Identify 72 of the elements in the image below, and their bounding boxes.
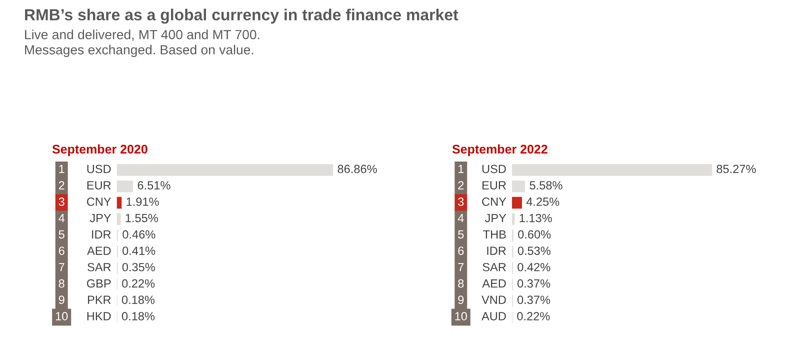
data-label: 85.27% xyxy=(716,164,756,174)
y-tick-label: THB xyxy=(483,230,506,238)
data-label: 0.37% xyxy=(517,279,550,288)
text: 8 xyxy=(58,279,64,288)
bar xyxy=(116,213,121,225)
y-tick-label: IDR xyxy=(487,246,506,255)
text: RMB’s share as a global currency in trade finance market xyxy=(25,8,458,24)
text: 1 xyxy=(458,164,464,174)
data-label: 0.53% xyxy=(518,246,550,255)
text: 3 xyxy=(58,198,64,206)
bar xyxy=(512,164,712,176)
bar xyxy=(116,180,134,192)
text: 9 xyxy=(58,296,64,304)
text: 8 xyxy=(458,279,464,288)
bar xyxy=(512,213,515,225)
data-label: 0.60% xyxy=(518,230,551,239)
bar xyxy=(512,180,526,192)
data-label: 0.37% xyxy=(517,296,550,304)
y-tick-label: VND xyxy=(482,296,506,304)
chart-title: September 2020 xyxy=(52,144,148,156)
text: 2 xyxy=(58,181,64,190)
text: 2 xyxy=(458,181,464,190)
bar xyxy=(116,164,334,176)
text: 4 xyxy=(458,214,464,222)
text: 6 xyxy=(458,246,464,255)
y-tick-label: JPY xyxy=(484,214,506,222)
data-label: 5.58% xyxy=(530,181,562,190)
data-label: 0.22% xyxy=(517,312,550,320)
data-label: 6.51% xyxy=(138,181,170,190)
y-tick-label: IDR xyxy=(92,230,111,238)
y-tick-label: USD xyxy=(482,164,506,174)
data-label: 0.42% xyxy=(518,262,550,272)
chart-title: September 2022 xyxy=(452,144,548,156)
y-tick-label: CNY xyxy=(482,198,506,206)
text: 5 xyxy=(458,230,464,239)
data-label: 0.35% xyxy=(122,262,155,272)
text: 6 xyxy=(58,246,64,255)
text: 5 xyxy=(58,230,64,239)
data-label: 0.18% xyxy=(122,312,155,320)
text: 9 xyxy=(458,296,464,304)
y-tick-label: AED xyxy=(87,246,111,255)
data-label: 1.55% xyxy=(126,214,158,222)
data-label: 1.91% xyxy=(126,198,159,206)
text: 7 xyxy=(458,263,464,272)
y-tick-label: JPY xyxy=(90,214,112,222)
y-tick-label: SAR xyxy=(482,262,506,272)
y-tick-label: PKR xyxy=(88,296,111,304)
text: 4 xyxy=(58,214,65,222)
y-tick-label: SAR xyxy=(88,262,111,272)
data-label: 0.22% xyxy=(122,279,155,288)
text: 7 xyxy=(58,263,64,272)
text: 10 xyxy=(455,312,467,320)
data-label: 0.46% xyxy=(122,230,156,239)
data-label: 1.13% xyxy=(520,214,552,222)
y-tick-label: AUD xyxy=(482,312,506,320)
text: 1 xyxy=(59,164,64,174)
text: 3 xyxy=(458,198,464,206)
bar xyxy=(512,196,522,209)
y-tick-label: CNY xyxy=(86,198,112,206)
bar xyxy=(116,196,122,209)
text: 10 xyxy=(56,312,68,320)
y-tick-label: HKD xyxy=(87,312,111,320)
y-tick-label: USD xyxy=(87,164,111,174)
data-label: 4.25% xyxy=(526,198,560,206)
data-label: 0.41% xyxy=(122,246,156,255)
y-tick-label: EUR xyxy=(482,181,506,190)
y-tick-label: AED xyxy=(482,279,506,288)
data-label: 0.18% xyxy=(122,296,155,304)
data-label: 86.86% xyxy=(338,164,377,174)
text: Live and delivered, MT 400 and MT 700. Messages exchanged. Based on value. xyxy=(25,30,260,58)
y-tick-label: EUR xyxy=(87,181,111,190)
y-tick-label: GBP xyxy=(86,279,111,288)
